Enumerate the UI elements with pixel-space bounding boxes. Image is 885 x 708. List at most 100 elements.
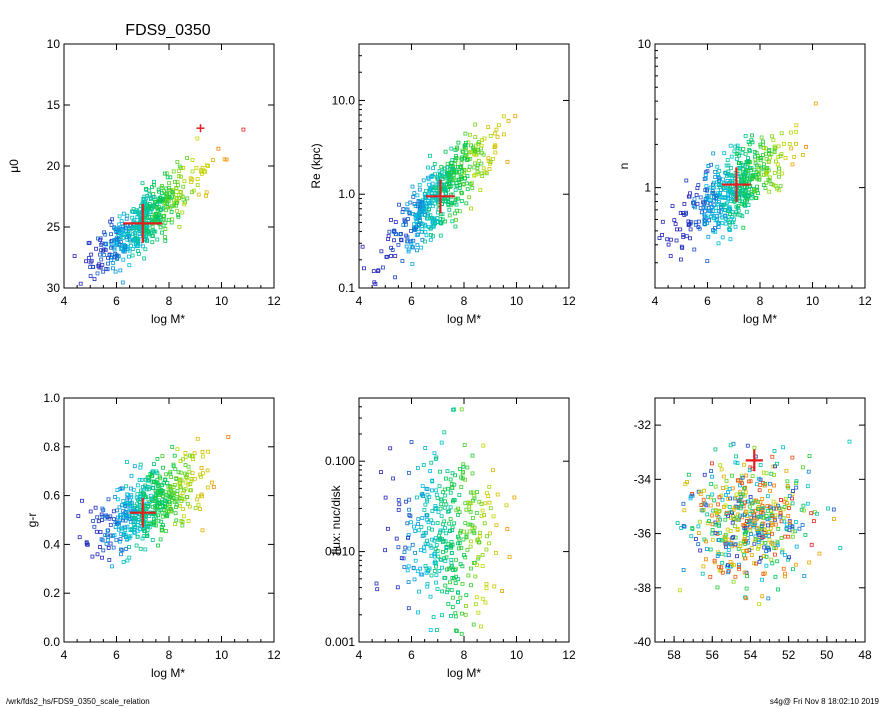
data-point (711, 214, 716, 218)
data-point (470, 453, 475, 458)
data-point (462, 167, 467, 172)
data-point (423, 446, 428, 450)
data-point (455, 534, 460, 539)
data-point (418, 200, 423, 205)
data-point (817, 551, 822, 556)
data-point (174, 200, 179, 205)
data-point (438, 221, 443, 226)
data-point (762, 162, 766, 167)
data-point (764, 514, 769, 518)
data-point (688, 191, 692, 196)
data-point (699, 210, 704, 215)
data-point (660, 219, 665, 224)
data-point (737, 199, 742, 204)
data-point (723, 542, 728, 547)
data-point (138, 546, 143, 551)
data-point (468, 522, 473, 527)
data-point (703, 176, 708, 181)
data-point (783, 155, 788, 160)
y-tick-label: 30 (47, 281, 61, 295)
data-point (113, 255, 117, 260)
data-point (122, 232, 126, 237)
data-point (453, 224, 458, 229)
data-point (464, 535, 469, 540)
data-point (772, 546, 777, 551)
data-point (460, 611, 464, 616)
data-point (738, 506, 743, 511)
data-point (457, 466, 462, 471)
data-point (123, 514, 128, 519)
data-point (758, 155, 763, 160)
data-point (112, 238, 117, 243)
data-point (413, 529, 418, 533)
data-point (732, 563, 736, 568)
data-point (786, 485, 791, 490)
data-point (160, 501, 164, 505)
data-point (772, 171, 777, 176)
data-point (431, 224, 436, 229)
data-point (746, 140, 751, 144)
data-point (794, 479, 799, 484)
data-point (721, 203, 725, 208)
data-point (724, 478, 729, 483)
data-point (444, 555, 449, 560)
data-point (719, 187, 723, 192)
data-point (491, 156, 495, 161)
data-point (744, 548, 749, 553)
data-point (463, 477, 468, 482)
data-point (404, 244, 409, 249)
data-point (767, 189, 772, 194)
data-point (450, 485, 455, 490)
data-point (466, 168, 471, 173)
data-point (444, 548, 449, 553)
data-point (413, 551, 418, 555)
data-point (736, 161, 741, 166)
data-point (421, 207, 426, 212)
data-point (494, 127, 499, 132)
x-tick-label: 12 (267, 294, 281, 308)
data-point (410, 542, 415, 547)
data-point (393, 220, 398, 224)
data-point (176, 213, 181, 218)
data-point (786, 534, 791, 539)
data-point (164, 529, 168, 533)
data-point (733, 460, 738, 465)
data-point (752, 561, 756, 566)
data-point (729, 188, 733, 193)
data-point (439, 502, 444, 507)
data-point (123, 245, 127, 250)
data-point (488, 161, 493, 166)
data-point (440, 589, 445, 594)
data-point (189, 477, 194, 481)
data-point (389, 253, 394, 258)
data-point (115, 488, 120, 493)
data-point (711, 151, 716, 156)
data-point (88, 509, 93, 514)
data-point (402, 550, 407, 554)
data-point (749, 553, 754, 557)
data-point (404, 499, 409, 504)
data-point (456, 506, 461, 511)
data-point (114, 229, 118, 233)
data-point (668, 254, 673, 258)
data-point (453, 628, 458, 633)
data-point (146, 524, 151, 528)
data-point (145, 528, 150, 532)
data-point (745, 159, 749, 164)
data-point (439, 514, 444, 519)
data-point (176, 183, 180, 187)
data-point (742, 513, 747, 517)
data-point (670, 204, 675, 209)
data-point (726, 537, 731, 542)
data-point (712, 198, 717, 203)
y-axis-label: flux: nuc/disk (329, 484, 343, 554)
data-point (791, 567, 795, 572)
data-point (738, 544, 743, 548)
data-point (447, 183, 452, 188)
data-point (106, 261, 110, 266)
data-point (769, 182, 774, 187)
data-point (129, 473, 134, 478)
data-point (376, 268, 381, 273)
data-point (124, 484, 129, 489)
